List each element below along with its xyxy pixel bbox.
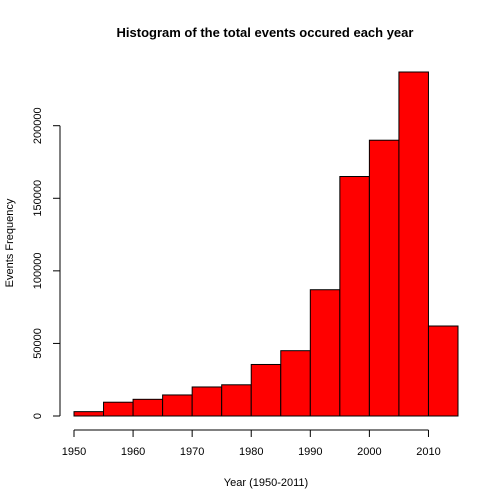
histogram-bar	[162, 394, 193, 417]
y-axis-label: Events Frequency	[4, 198, 16, 287]
histogram-bar	[309, 289, 341, 417]
histogram-bar	[368, 139, 400, 417]
x-tick-label: 1960	[121, 446, 145, 458]
bars-group	[73, 71, 459, 417]
histogram-bar	[280, 350, 311, 417]
y-tick-label: 200000	[32, 107, 44, 144]
x-tick-label: 1970	[180, 446, 204, 458]
chart-title: Histogram of the total events occured ea…	[117, 25, 414, 40]
y-tick-label: 50000	[32, 328, 44, 359]
x-tick-label: 1950	[62, 446, 86, 458]
histogram-bar	[73, 411, 105, 417]
x-tick-label: 1980	[239, 446, 263, 458]
histogram-bar	[427, 325, 459, 417]
histogram-bar	[221, 384, 252, 417]
histogram-bar	[191, 386, 223, 417]
histogram-bar	[250, 363, 282, 417]
x-axis: 1950 1960 1970 1980 1990 2000 2010	[62, 429, 441, 458]
histogram-bar	[103, 401, 134, 417]
histogram-bar	[339, 176, 370, 417]
y-tick-label: 150000	[32, 180, 44, 217]
y-tick-label: 100000	[32, 252, 44, 289]
x-tick-label: 2010	[416, 446, 440, 458]
x-axis-label: Year (1950-2011)	[224, 477, 308, 489]
x-tick-label: 1990	[298, 446, 322, 458]
y-axis: 0 50000 100000 150000 200000	[32, 107, 61, 419]
x-tick-label: 2000	[357, 446, 381, 458]
y-tick-label: 0	[32, 413, 44, 419]
histogram-bar	[398, 71, 429, 417]
histogram-bar	[132, 398, 164, 417]
